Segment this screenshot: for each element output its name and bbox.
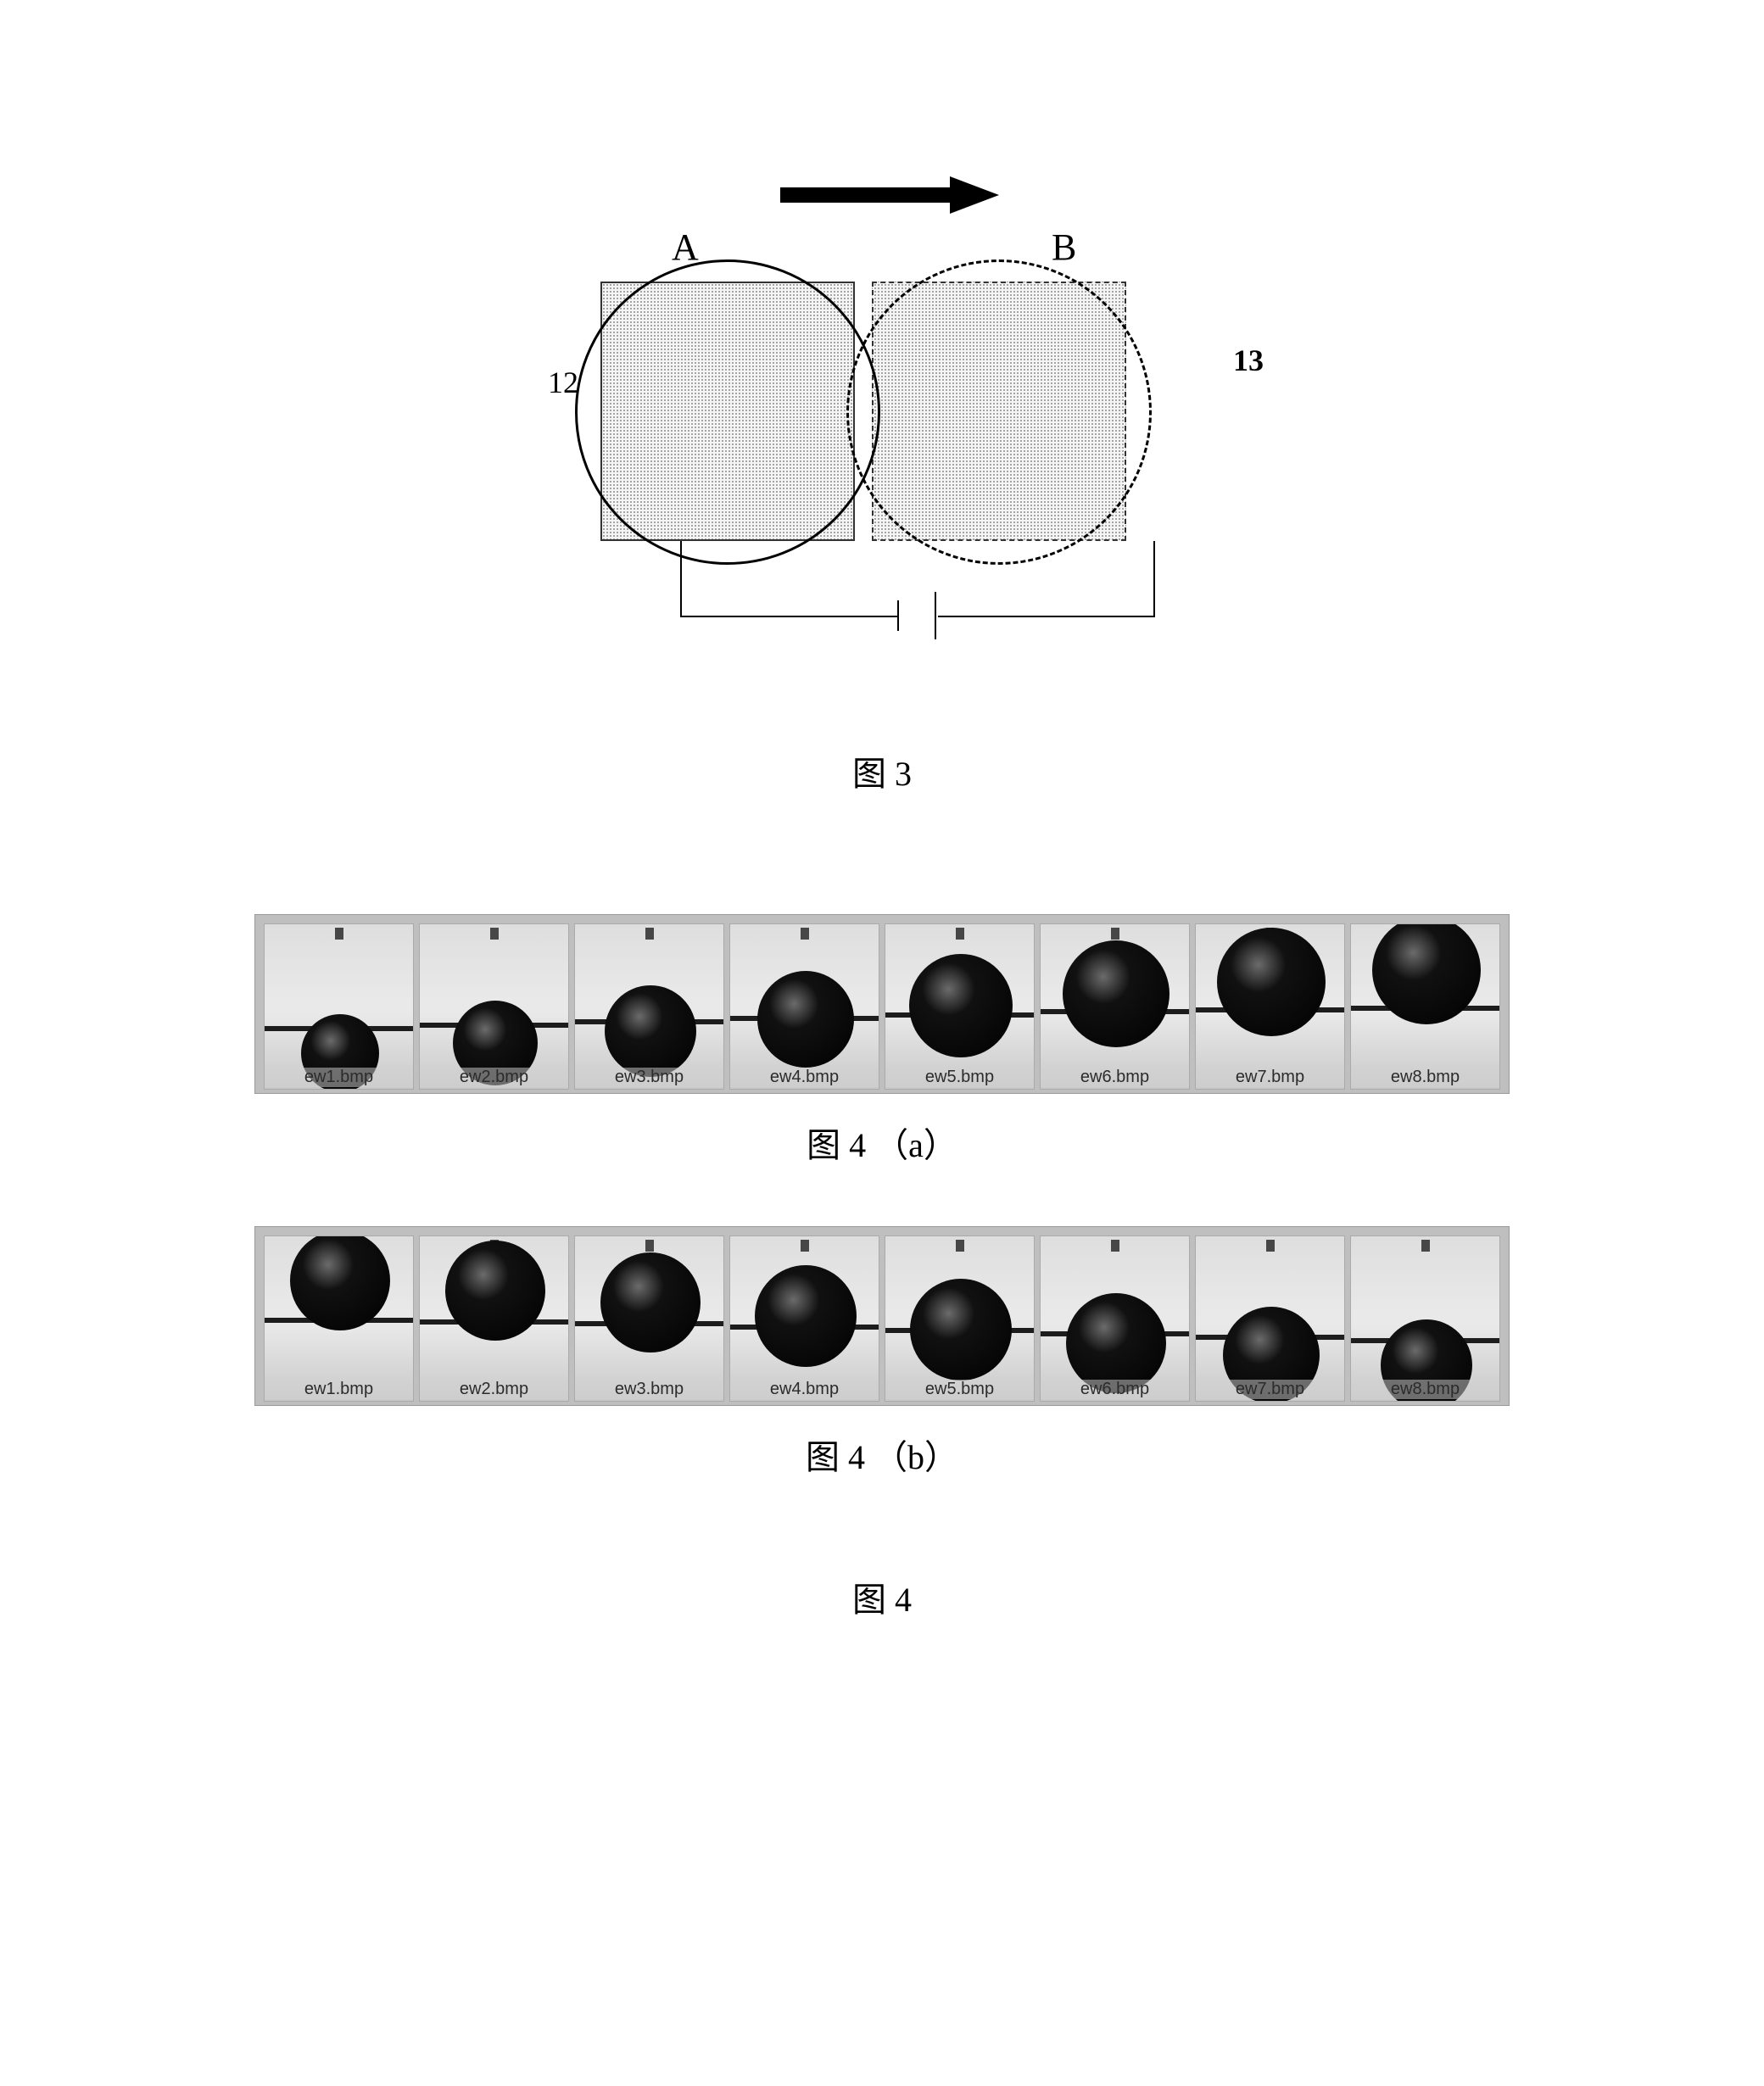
sequence-frame: ew7.bmp xyxy=(1195,1235,1345,1402)
needle-marker xyxy=(956,928,964,940)
sequence-frame: ew2.bmp xyxy=(419,923,569,1090)
frame-filename: ew1.bmp xyxy=(265,1068,413,1087)
droplet xyxy=(605,985,696,1077)
figure-4b-strip: ew1.bmp ew2.bmp ew3.bmp ew4.bmp ew5.bmp ew6.b… xyxy=(254,1226,1510,1406)
needle-marker xyxy=(801,1240,809,1252)
sequence-frame: ew8.bmp xyxy=(1350,923,1500,1090)
frame-filename: ew2.bmp xyxy=(420,1068,568,1087)
sequence-frame: ew3.bmp xyxy=(574,923,724,1090)
figure-3-diagram: A B 12 13 xyxy=(458,170,1306,712)
figure-4a-strip: ew1.bmp ew2.bmp ew3.bmp ew4.bmp ew5.bmp ew6.b… xyxy=(254,914,1510,1094)
circuit-wiring xyxy=(680,541,1155,651)
sequence-frame: ew5.bmp xyxy=(885,923,1035,1090)
frame-filename: ew2.bmp xyxy=(420,1380,568,1399)
frame-filename: ew1.bmp xyxy=(265,1380,413,1399)
sequence-frame: ew6.bmp xyxy=(1040,1235,1190,1402)
battery-negative xyxy=(897,600,899,631)
droplet xyxy=(909,954,1013,1057)
battery-positive xyxy=(935,592,936,639)
frame-filename: ew7.bmp xyxy=(1196,1068,1344,1087)
needle-marker xyxy=(801,928,809,940)
frame-filename: ew3.bmp xyxy=(575,1380,723,1399)
needle-marker xyxy=(1266,1240,1275,1252)
figure-4a-caption: 图 4 （a） xyxy=(220,1118,1544,1167)
reference-13: 13 xyxy=(1233,343,1264,378)
direction-arrow xyxy=(780,176,1009,210)
droplet xyxy=(290,1235,390,1330)
sequence-frame: ew5.bmp xyxy=(885,1235,1035,1402)
needle-marker xyxy=(956,1240,964,1252)
frame-filename: ew6.bmp xyxy=(1041,1380,1189,1399)
reference-12: 12 xyxy=(548,365,578,400)
droplet xyxy=(600,1252,701,1353)
figure-4-caption: 图 4 xyxy=(220,1572,1544,1621)
sequence-frame: ew2.bmp xyxy=(419,1235,569,1402)
droplet xyxy=(910,1279,1012,1380)
sequence-frame: ew4.bmp xyxy=(729,1235,879,1402)
frame-filename: ew6.bmp xyxy=(1041,1068,1189,1087)
droplet xyxy=(445,1241,545,1341)
sequence-frame: ew8.bmp xyxy=(1350,1235,1500,1402)
droplet xyxy=(757,971,854,1068)
frame-filename: ew8.bmp xyxy=(1351,1068,1499,1087)
label-b: B xyxy=(1052,226,1076,269)
frame-filename: ew4.bmp xyxy=(730,1068,879,1087)
frame-filename: ew5.bmp xyxy=(885,1068,1034,1087)
frame-filename: ew7.bmp xyxy=(1196,1380,1344,1399)
droplet-dashed xyxy=(846,259,1152,565)
droplet-solid xyxy=(575,259,880,565)
sequence-frame: ew6.bmp xyxy=(1040,923,1190,1090)
droplet xyxy=(755,1265,857,1367)
needle-marker xyxy=(1111,928,1119,940)
needle-marker xyxy=(335,928,343,940)
needle-marker xyxy=(645,1240,654,1252)
sequence-frame: ew7.bmp xyxy=(1195,923,1345,1090)
figure-4b-caption: 图 4 （b） xyxy=(220,1430,1544,1479)
needle-marker xyxy=(645,928,654,940)
sequence-frame: ew3.bmp xyxy=(574,1235,724,1402)
droplet xyxy=(1066,1293,1166,1393)
needle-marker xyxy=(1421,1240,1430,1252)
needle-marker xyxy=(1111,1240,1119,1252)
droplet xyxy=(1063,940,1169,1047)
sequence-frame: ew1.bmp xyxy=(264,1235,414,1402)
frame-filename: ew8.bmp xyxy=(1351,1380,1499,1399)
sequence-frame: ew1.bmp xyxy=(264,923,414,1090)
frame-filename: ew3.bmp xyxy=(575,1068,723,1087)
frame-filename: ew4.bmp xyxy=(730,1380,879,1399)
sequence-frame: ew4.bmp xyxy=(729,923,879,1090)
frame-filename: ew5.bmp xyxy=(885,1380,1034,1399)
figure-3-caption: 图 3 xyxy=(220,746,1544,795)
droplet xyxy=(1217,928,1326,1036)
needle-marker xyxy=(490,928,499,940)
